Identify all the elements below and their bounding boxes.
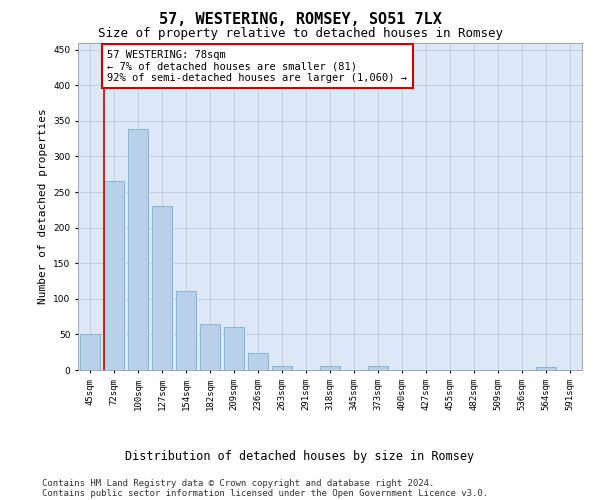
Text: Distribution of detached houses by size in Romsey: Distribution of detached houses by size …	[125, 450, 475, 463]
Bar	[536, 367, 556, 370]
Bar	[200, 324, 220, 370]
Text: 57 WESTERING: 78sqm
← 7% of detached houses are smaller (81)
92% of semi-detache: 57 WESTERING: 78sqm ← 7% of detached hou…	[107, 50, 407, 83]
Bar	[272, 366, 292, 370]
Bar	[320, 366, 340, 370]
Bar	[224, 328, 244, 370]
Bar	[152, 206, 172, 370]
Text: Contains HM Land Registry data © Crown copyright and database right 2024.: Contains HM Land Registry data © Crown c…	[42, 479, 434, 488]
Bar	[176, 291, 196, 370]
Bar	[128, 130, 148, 370]
Bar	[104, 182, 124, 370]
Bar	[368, 366, 388, 370]
Text: Size of property relative to detached houses in Romsey: Size of property relative to detached ho…	[97, 28, 503, 40]
Bar	[80, 334, 100, 370]
Text: 57, WESTERING, ROMSEY, SO51 7LX: 57, WESTERING, ROMSEY, SO51 7LX	[158, 12, 442, 28]
Y-axis label: Number of detached properties: Number of detached properties	[38, 108, 47, 304]
Text: Contains public sector information licensed under the Open Government Licence v3: Contains public sector information licen…	[42, 489, 488, 498]
Bar	[248, 353, 268, 370]
